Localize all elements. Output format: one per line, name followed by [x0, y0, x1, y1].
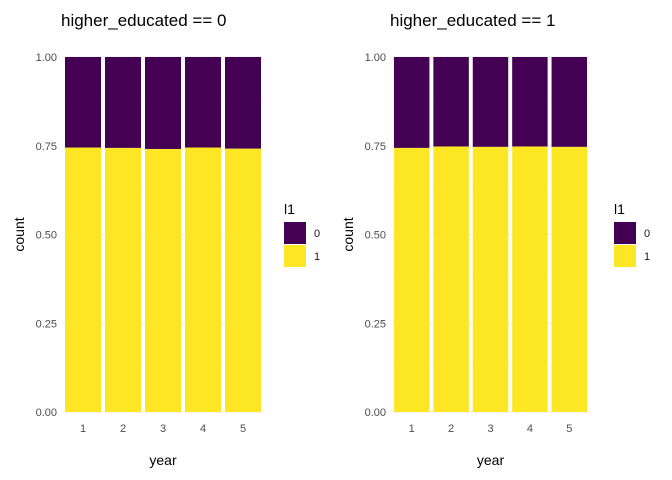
chart-title: higher_educated == 1 [390, 11, 555, 30]
y-tick-label: 0.00 [365, 407, 386, 419]
y-tick-label: 0.50 [36, 230, 57, 242]
bar-year-2-l1-1 [105, 147, 141, 412]
legend-label: 0 [314, 228, 320, 240]
legend-label: 1 [314, 251, 320, 263]
y-axis-label: count [340, 217, 356, 251]
bar-year-1-l1-1 [393, 147, 430, 412]
x-tick-label: 5 [240, 423, 246, 435]
bar-year-2-l1-1 [433, 146, 469, 412]
legend-key-1 [614, 245, 636, 267]
y-tick-label: 0.25 [36, 318, 57, 330]
y-tick-label: 0.75 [36, 141, 57, 153]
y-tick-label: 0.00 [36, 407, 57, 419]
x-tick-label: 3 [160, 423, 166, 435]
bar-year-1-l1-0 [393, 57, 430, 148]
bar-year-4-l1-1 [185, 147, 221, 412]
legend-key-1 [284, 245, 306, 267]
x-axis-label: year [477, 452, 505, 468]
legend-title: l1 [614, 201, 625, 217]
x-tick-label: 4 [527, 423, 533, 435]
x-tick-label: 2 [448, 423, 454, 435]
x-tick-label: 4 [200, 423, 206, 435]
bar-year-5-l1-1 [225, 148, 261, 412]
bar-year-4-l1-0 [512, 57, 548, 147]
bar-year-3-l1-1 [145, 148, 181, 412]
bar-year-4-l1-1 [512, 146, 548, 412]
bar-year-5-l1-1 [551, 146, 588, 412]
x-tick-label: 3 [487, 423, 493, 435]
legend-key-0 [614, 222, 636, 244]
x-tick-label: 2 [120, 423, 126, 435]
y-tick-label: 0.50 [365, 230, 386, 242]
legend-key-0 [284, 222, 306, 244]
bar-year-3-l1-0 [145, 57, 181, 149]
legend: l1 0 1 [284, 201, 320, 267]
y-tick-label: 0.25 [365, 318, 386, 330]
bar-year-2-l1-0 [433, 57, 469, 147]
legend-label: 0 [644, 228, 650, 240]
bar-year-5-l1-0 [225, 57, 261, 149]
panel-1: 0.00 0.25 0.50 0.75 1.00 1 2 3 4 5 higher_educated… [340, 11, 650, 468]
bar-year-1-l1-1 [65, 147, 101, 412]
bar-year-3-l1-1 [472, 146, 509, 412]
bar-year-1-l1-0 [65, 57, 101, 148]
x-tick-label: 1 [409, 423, 415, 435]
panel-0: 0.00 0.25 0.50 0.75 1.00 1 2 3 4 5 higher_educated… [11, 11, 320, 468]
y-tick-label: 1.00 [36, 52, 57, 64]
bar-year-2-l1-0 [105, 57, 141, 148]
bar-year-5-l1-0 [551, 57, 588, 147]
legend-title: l1 [284, 201, 295, 217]
x-tick-label: 5 [566, 423, 572, 435]
y-axis-label: count [11, 217, 27, 251]
y-tick-label: 0.75 [365, 141, 386, 153]
chart-title: higher_educated == 0 [61, 11, 226, 30]
bar-year-3-l1-0 [472, 57, 509, 147]
y-tick-label: 1.00 [365, 52, 386, 64]
legend-label: 1 [644, 251, 650, 263]
x-axis-label: year [149, 452, 177, 468]
x-tick-label: 1 [80, 423, 86, 435]
bar-year-4-l1-0 [185, 57, 221, 148]
legend: l1 0 1 [614, 201, 650, 267]
